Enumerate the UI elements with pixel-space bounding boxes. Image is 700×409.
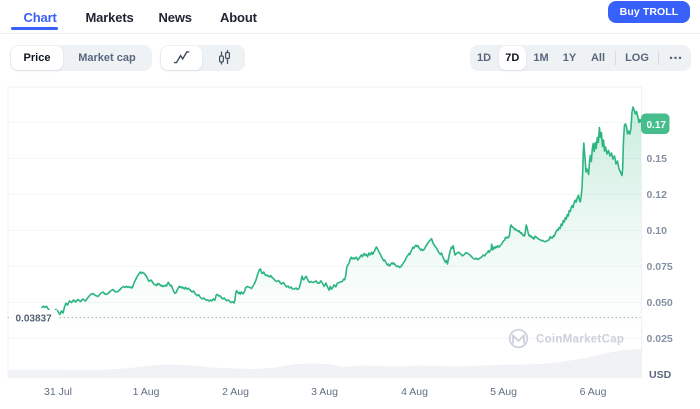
svg-text:0.17: 0.17: [647, 120, 667, 131]
svg-text:CoinMarketCap: CoinMarketCap: [536, 334, 624, 346]
svg-text:0.03837: 0.03837: [16, 314, 53, 325]
